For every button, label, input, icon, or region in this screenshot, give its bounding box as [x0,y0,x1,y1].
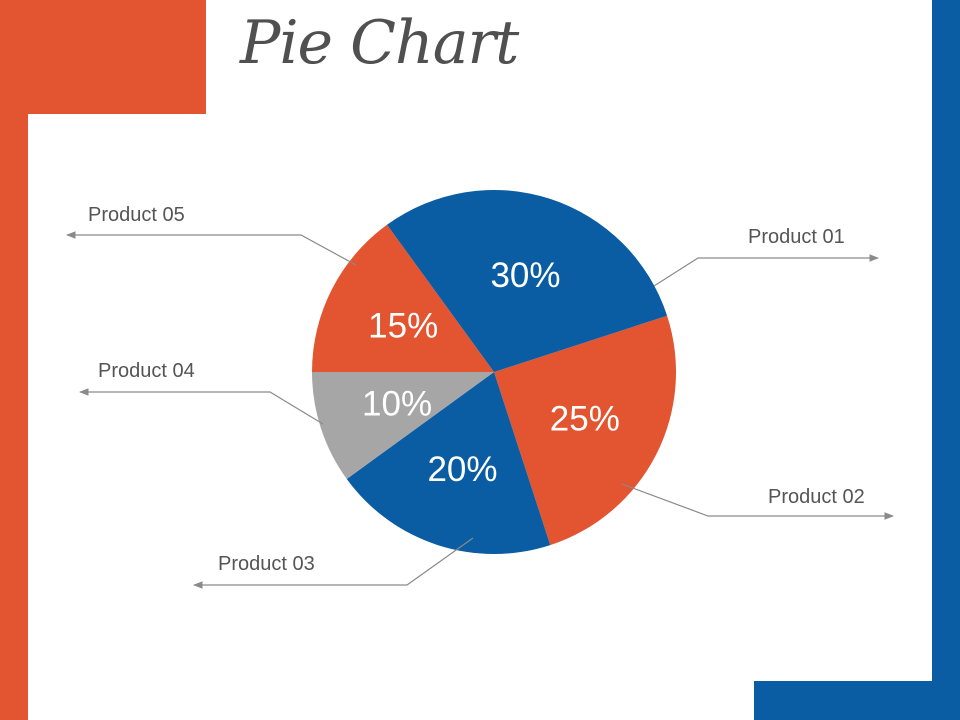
slice-value-label-5: 30% [490,256,560,295]
decor-bottom-right-block [754,681,960,720]
chart-title: Pie Chart [240,8,519,78]
leader-line-2 [621,483,894,520]
legend-label-3: Product 03 [218,553,315,575]
pie-slice-2 [346,372,551,555]
leader-line-5 [66,231,357,266]
slice-value-label-4: 15% [368,307,438,346]
decor-top-left-block [0,0,206,114]
slice-value-label-2: 20% [427,450,497,489]
decor-right-bar [932,0,960,720]
pie-slice-5 [387,190,668,372]
legend-label-5: Product 05 [88,204,185,226]
pie-slice-3 [312,372,494,479]
legend-label-1: Product 01 [748,226,845,248]
legend-label-2: Product 02 [768,486,865,508]
pie-slice-4 [312,224,494,372]
leader-line-3 [193,537,474,589]
slice-value-label-3: 10% [362,384,432,423]
leader-line-4 [79,388,324,425]
slice-value-label-1: 25% [550,399,620,438]
decor-left-bar [0,0,28,720]
leader-line-1 [653,254,879,287]
legend-label-4: Product 04 [98,360,195,382]
